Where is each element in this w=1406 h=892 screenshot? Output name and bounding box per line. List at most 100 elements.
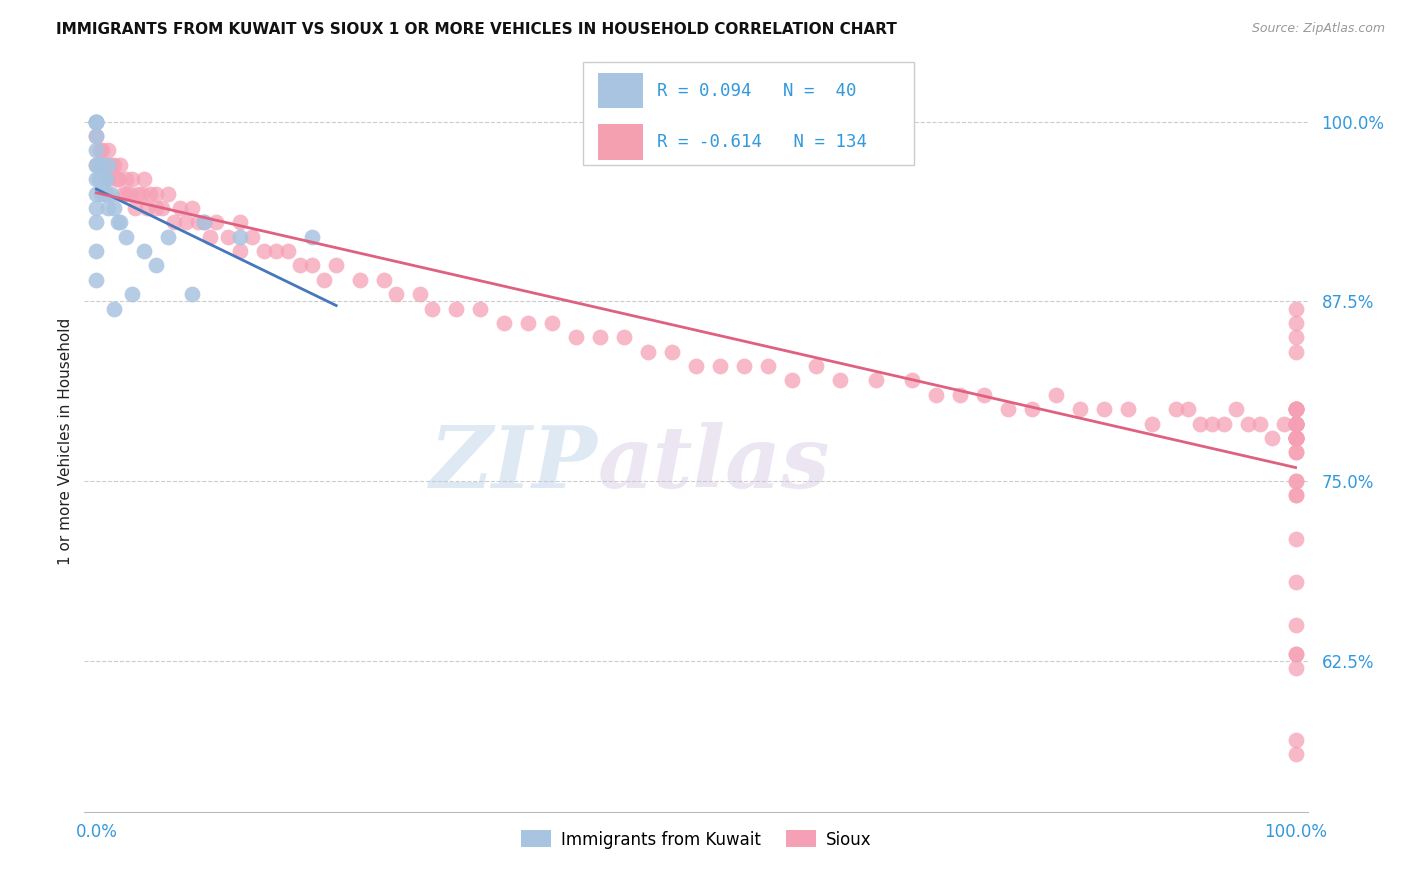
Point — [1284, 445, 1306, 459]
Point — [1284, 417, 1306, 431]
Text: ZIP: ZIP — [430, 422, 598, 506]
Point — [349, 273, 371, 287]
Point — [1284, 431, 1306, 445]
Point — [127, 186, 149, 201]
Point — [103, 201, 125, 215]
Point — [828, 374, 851, 388]
Point — [1116, 402, 1139, 417]
Point — [1284, 344, 1306, 359]
Point — [86, 273, 108, 287]
Point — [97, 172, 120, 186]
Point — [444, 301, 467, 316]
Point — [93, 172, 117, 186]
Point — [103, 158, 125, 172]
Point — [87, 158, 110, 172]
Point — [1284, 532, 1306, 546]
Point — [105, 172, 128, 186]
Point — [97, 158, 120, 172]
Point — [229, 244, 252, 258]
Point — [93, 186, 115, 201]
Point — [1284, 316, 1306, 330]
Point — [468, 301, 491, 316]
Point — [174, 215, 197, 229]
Point — [89, 158, 111, 172]
Point — [1201, 417, 1223, 431]
Point — [1284, 647, 1306, 661]
Point — [163, 215, 186, 229]
Point — [157, 186, 180, 201]
Point — [200, 229, 222, 244]
Point — [541, 316, 564, 330]
Point — [1284, 417, 1306, 431]
Point — [613, 330, 636, 344]
Point — [121, 287, 143, 301]
Point — [134, 172, 156, 186]
Point — [1284, 402, 1306, 417]
Point — [93, 158, 117, 172]
Point — [91, 172, 114, 186]
Point — [1284, 732, 1306, 747]
Point — [86, 114, 108, 128]
Point — [1284, 431, 1306, 445]
Point — [91, 144, 114, 158]
Point — [1284, 417, 1306, 431]
Point — [131, 186, 153, 201]
Text: IMMIGRANTS FROM KUWAIT VS SIOUX 1 OR MORE VEHICLES IN HOUSEHOLD CORRELATION CHAR: IMMIGRANTS FROM KUWAIT VS SIOUX 1 OR MOR… — [56, 22, 897, 37]
Point — [229, 229, 252, 244]
Point — [86, 186, 108, 201]
Point — [565, 330, 588, 344]
Point — [1092, 402, 1115, 417]
Point — [1284, 417, 1306, 431]
Text: atlas: atlas — [598, 422, 831, 506]
Point — [110, 215, 132, 229]
Point — [86, 129, 108, 144]
Point — [107, 172, 129, 186]
Point — [121, 172, 143, 186]
Point — [301, 259, 323, 273]
Point — [86, 129, 108, 144]
Point — [110, 158, 132, 172]
Point — [181, 287, 204, 301]
Point — [86, 158, 108, 172]
Point — [1284, 647, 1306, 661]
Point — [1284, 417, 1306, 431]
Point — [86, 114, 108, 128]
Point — [193, 215, 215, 229]
Point — [90, 186, 112, 201]
Point — [1284, 574, 1306, 589]
Point — [1284, 417, 1306, 431]
Point — [325, 259, 347, 273]
Point — [1284, 474, 1306, 488]
Point — [86, 114, 108, 128]
Point — [97, 144, 120, 158]
Point — [973, 388, 995, 402]
Point — [589, 330, 612, 344]
Point — [86, 114, 108, 128]
Point — [100, 158, 122, 172]
Point — [86, 172, 108, 186]
Point — [1284, 431, 1306, 445]
Point — [1236, 417, 1258, 431]
Point — [91, 158, 114, 172]
Point — [637, 344, 659, 359]
Point — [709, 359, 731, 373]
Point — [997, 402, 1019, 417]
Point — [409, 287, 432, 301]
Point — [420, 301, 443, 316]
Point — [517, 316, 540, 330]
Point — [290, 259, 312, 273]
Point — [1177, 402, 1199, 417]
Point — [661, 344, 683, 359]
Point — [385, 287, 408, 301]
Point — [187, 215, 209, 229]
Point — [181, 201, 204, 215]
Point — [685, 359, 707, 373]
Text: R = -0.614   N = 134: R = -0.614 N = 134 — [657, 133, 866, 151]
Point — [1284, 431, 1306, 445]
Point — [1045, 388, 1067, 402]
Point — [103, 301, 125, 316]
Point — [1021, 402, 1043, 417]
Point — [240, 229, 263, 244]
Point — [1284, 402, 1306, 417]
Point — [111, 186, 134, 201]
